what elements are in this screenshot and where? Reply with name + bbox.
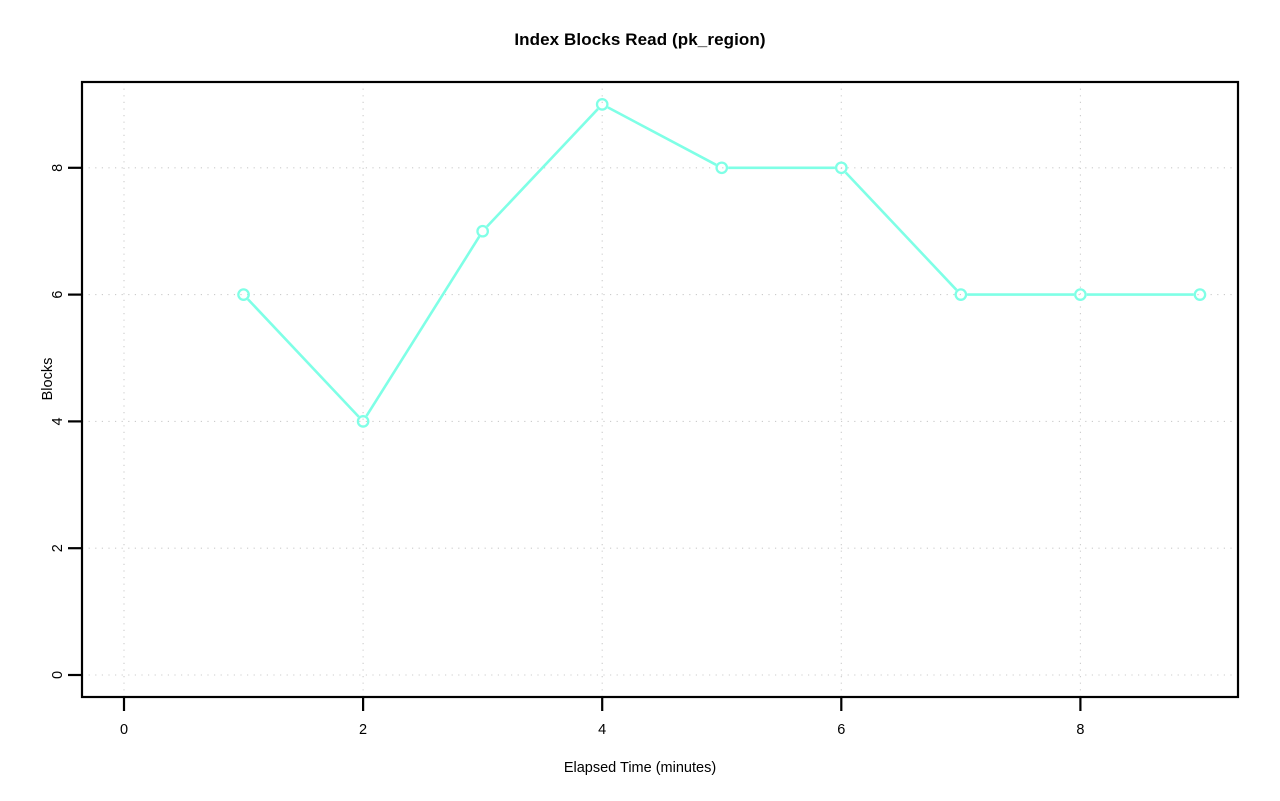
x-tick-label: 0 — [120, 722, 128, 738]
y-tick-label: 0 — [50, 671, 66, 679]
data-line-segment — [246, 298, 360, 418]
vertical-gridlines — [123, 82, 1081, 697]
x-tick-label: 4 — [598, 722, 606, 738]
x-tick-label: 6 — [837, 722, 845, 738]
data-point-marker — [476, 224, 489, 238]
data-point-marker — [356, 415, 370, 428]
x-axis-tick-labels: 0 2 4 6 8 — [120, 722, 1084, 738]
x-axis-label: Elapsed Time (minutes) — [563, 760, 717, 776]
data-point-marker — [954, 288, 968, 301]
data-point-marker — [1074, 288, 1087, 301]
data-point-marker — [237, 288, 250, 301]
data-point-markers — [237, 98, 1207, 428]
y-tick-label: 2 — [50, 544, 66, 552]
data-line-segment — [844, 171, 958, 291]
x-axis-ticks — [122, 697, 1082, 711]
y-tick-label: 8 — [50, 164, 66, 172]
data-line-segment — [486, 108, 599, 228]
data-line-segment — [607, 106, 717, 166]
x-tick-label: 8 — [1076, 722, 1084, 738]
y-tick-label: 6 — [50, 291, 66, 299]
horizontal-gridlines — [82, 167, 1238, 676]
x-tick-label: 2 — [359, 722, 367, 738]
data-line-series — [246, 106, 1194, 418]
chart-title: Index Blocks Read (pk_region) — [514, 30, 766, 49]
y-tick-label: 4 — [50, 417, 66, 425]
plot-frame — [80, 80, 1240, 699]
data-point-marker — [834, 161, 848, 175]
data-point-marker — [715, 161, 729, 175]
y-axis-tick-labels: 0 2 4 6 8 — [50, 164, 66, 679]
y-axis-ticks — [68, 166, 82, 677]
data-line-segment — [365, 235, 481, 417]
data-point-marker — [1193, 288, 1207, 301]
data-point-marker — [595, 98, 609, 111]
